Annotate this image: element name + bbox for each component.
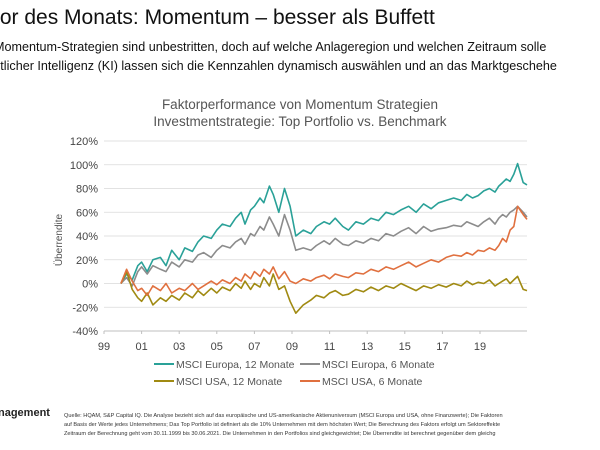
x-tick-label: 15 [399, 341, 411, 353]
y-tick-label: 40% [76, 231, 98, 243]
series-line-2 [120, 205, 528, 287]
series-line-4 [120, 205, 528, 297]
intro-text-line-2: stlicher Intelligenz (KI) lassen sich di… [0, 59, 557, 73]
x-tick-label: 99 [98, 341, 110, 353]
chart-gridlines [104, 140, 527, 332]
source-note-line-2: auf Basis der Werte jedes Unternehmens; … [64, 422, 501, 428]
legend-label: MSCI USA, 6 Monate [322, 376, 423, 388]
legend-label: MSCI Europa, 12 Monate [176, 359, 295, 371]
source-note-line-1: Quelle: HQAM, S&P Capital IQ. Die Analys… [64, 413, 503, 419]
y-tick-label: 20% [76, 255, 98, 267]
x-tick-label: 05 [211, 341, 223, 353]
y-tick-label: 60% [76, 207, 98, 219]
chart-subtitle: Investmentstrategie: Top Portfolio vs. B… [153, 114, 447, 129]
x-tick-label: 19 [474, 341, 486, 353]
chart-legend: MSCI Europa, 12 Monate MSCI Europa, 6 Mon… [154, 359, 435, 388]
y-tick-label: 120% [70, 136, 98, 148]
x-tick-label: 07 [248, 341, 260, 353]
chart-series [120, 162, 528, 315]
intro-text-line-1: Momentum-Strategien sind unbestritten, d… [0, 40, 547, 54]
x-tick-label: 11 [324, 341, 335, 353]
series-line-3 [120, 270, 528, 315]
x-tick-label: 03 [173, 341, 185, 353]
y-tick-label: -20% [72, 302, 98, 314]
y-axis-label: Überrendite [53, 213, 65, 266]
y-tick-label: 80% [76, 184, 98, 196]
x-tick-label: 13 [361, 341, 373, 353]
x-tick-label: 09 [286, 341, 298, 353]
chart-title: Faktorperformance von Momentum Strategie… [161, 97, 439, 112]
series-line-1 [120, 162, 528, 284]
y-tick-label: 100% [70, 160, 98, 172]
y-tick-label: -40% [72, 326, 98, 338]
page-headline: tor des Monats: Momentum – besser als Bu… [0, 6, 435, 29]
x-tick-label: 17 [436, 341, 448, 353]
y-tick-label: 0% [82, 279, 98, 291]
legend-label: MSCI USA, 12 Monate [176, 376, 282, 388]
chart-axes: -40% -20% 0% 20% 40% 60% 80% 100% 120% 99 01 03 05 07… [70, 136, 527, 353]
brand-logo-text: nagement [0, 407, 50, 419]
source-note-line-3: Zeitraum der Berechnung geht vom 30.11.1… [64, 431, 496, 437]
x-tick-label: 01 [135, 341, 147, 353]
legend-label: MSCI Europa, 6 Monate [322, 359, 435, 371]
